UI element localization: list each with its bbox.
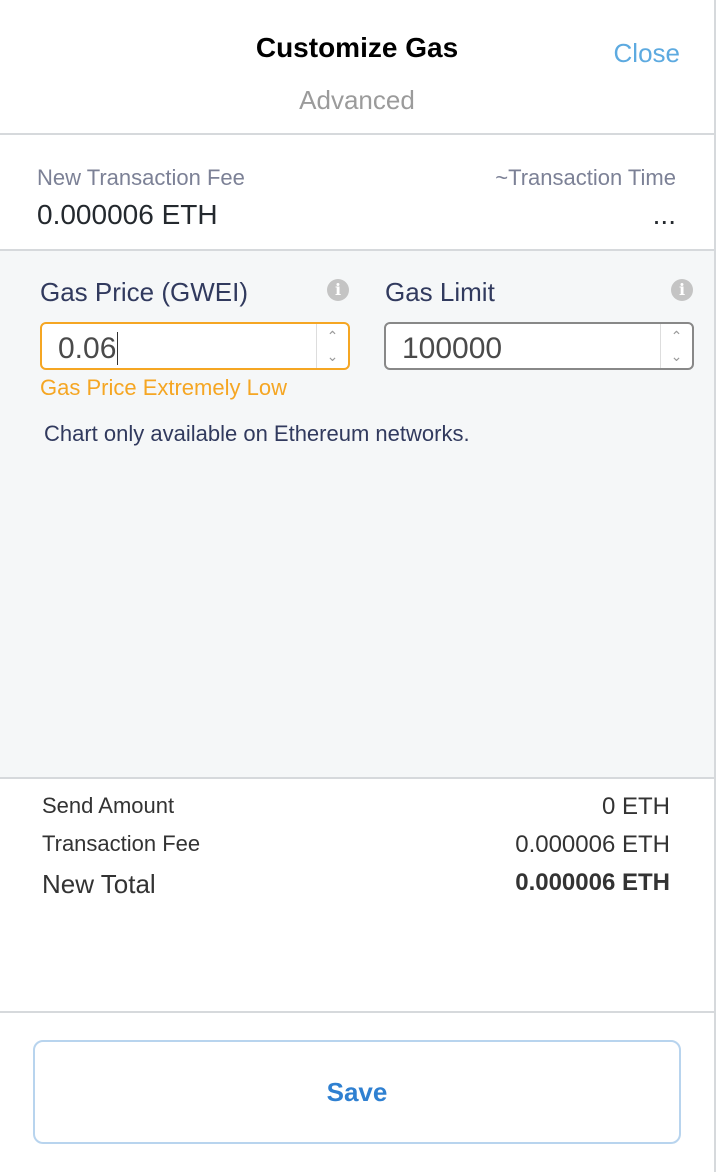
gas-price-label: Gas Price (GWEI) bbox=[40, 277, 249, 307]
chart-notice: Chart only available on Ethereum network… bbox=[44, 421, 470, 446]
chevron-up-icon[interactable]: ⌃ bbox=[326, 328, 339, 344]
transaction-fee-value: 0.000006 ETH bbox=[515, 831, 670, 858]
chevron-down-icon[interactable]: ⌄ bbox=[326, 348, 339, 364]
gas-price-value: 0.06 bbox=[58, 332, 117, 365]
modal-title: Customize Gas bbox=[255, 32, 459, 63]
transaction-fee-label: Transaction Fee bbox=[42, 831, 201, 856]
close-button[interactable]: Close bbox=[613, 38, 680, 68]
info-icon[interactable]: i bbox=[671, 279, 693, 301]
new-total-label: New Total bbox=[42, 869, 156, 899]
chevron-up-icon[interactable]: ⌃ bbox=[670, 328, 683, 344]
gas-limit-input[interactable]: 100000 ⌃ ⌄ bbox=[384, 322, 694, 370]
gas-limit-value: 100000 bbox=[402, 332, 503, 365]
gas-price-input[interactable]: 0.06 ⌃ ⌄ bbox=[40, 322, 350, 370]
gas-price-warning: Gas Price Extremely Low bbox=[40, 375, 287, 400]
gas-limit-stepper[interactable]: ⌃ ⌄ bbox=[660, 324, 692, 368]
transaction-time-label: ~Transaction Time bbox=[495, 165, 676, 190]
new-fee-label: New Transaction Fee bbox=[37, 165, 245, 190]
gas-price-stepper[interactable]: ⌃ ⌄ bbox=[316, 324, 348, 368]
tab-advanced[interactable]: Advanced bbox=[299, 85, 415, 115]
gas-limit-label: Gas Limit bbox=[385, 277, 495, 307]
text-cursor bbox=[117, 332, 119, 365]
advanced-panel: Gas Price (GWEI) i 0.06 ⌃ ⌄ Gas Price Ext… bbox=[0, 251, 714, 779]
transaction-time-value: ... bbox=[652, 199, 676, 230]
fee-summary: New Transaction Fee 0.000006 ETH ~Transa… bbox=[0, 135, 714, 251]
send-amount-value: 0 ETH bbox=[601, 793, 670, 820]
new-total-value: 0.000006 ETH bbox=[515, 869, 670, 896]
save-button[interactable]: Save bbox=[33, 1040, 681, 1144]
modal-header: Customize Gas Advanced Close bbox=[0, 0, 714, 135]
send-amount-label: Send Amount bbox=[42, 793, 175, 818]
totals-summary: Send Amount 0 ETH Transaction Fee 0.000006… bbox=[0, 779, 714, 1013]
new-fee-value: 0.000006 ETH bbox=[37, 199, 218, 230]
chevron-down-icon[interactable]: ⌄ bbox=[670, 348, 683, 364]
info-icon[interactable]: i bbox=[327, 279, 349, 301]
